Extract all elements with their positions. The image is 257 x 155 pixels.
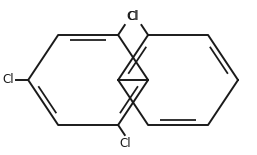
Text: Cl: Cl [3, 73, 14, 86]
Text: Cl: Cl [128, 10, 140, 23]
Text: Cl: Cl [127, 10, 138, 23]
Text: Cl: Cl [119, 137, 131, 150]
